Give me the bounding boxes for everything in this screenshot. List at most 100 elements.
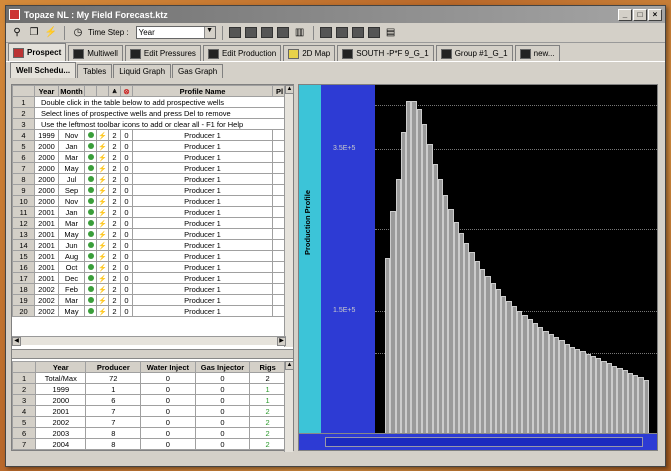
tab-prospect[interactable]: Prospect: [8, 43, 67, 61]
cell-status[interactable]: [84, 173, 97, 185]
table-row[interactable]: 7 2004 8 0 0 2: [12, 438, 286, 450]
cell-producer[interactable]: 8: [85, 438, 142, 450]
tab-gas-graph[interactable]: Gas Graph: [172, 64, 224, 78]
table-row[interactable]: 1 Total/Max 72 0 0 2: [12, 372, 286, 384]
tab-well-schedule[interactable]: Well Schedu...: [10, 62, 77, 78]
chart-hscroll[interactable]: [325, 437, 643, 447]
cell-status[interactable]: [84, 129, 97, 141]
cell-profile-name[interactable]: Producer 1: [132, 283, 273, 295]
cell-rigs[interactable]: 2: [249, 372, 286, 384]
link-icon[interactable]: ⚲: [13, 27, 21, 38]
cell-type[interactable]: ⚡: [96, 305, 109, 317]
col-producer[interactable]: Producer: [85, 361, 142, 373]
cell-month[interactable]: Sep: [58, 184, 85, 196]
cell-rigs[interactable]: 1: [249, 394, 286, 406]
cell-status[interactable]: [84, 184, 97, 196]
cell-rig[interactable]: 2: [108, 162, 121, 174]
chart-icon[interactable]: ▥: [294, 27, 305, 38]
cell-month[interactable]: Feb: [58, 283, 85, 295]
cell-year[interactable]: 2003: [35, 427, 87, 439]
cell-status[interactable]: [84, 206, 97, 218]
cell-type[interactable]: ⚡: [96, 294, 109, 306]
cell-year[interactable]: 2001: [35, 405, 87, 417]
cell-rigs[interactable]: 2: [249, 427, 286, 439]
col-gas-injector[interactable]: Gas Injector: [194, 361, 251, 373]
time-step-select[interactable]: Year ▼: [135, 26, 216, 39]
cell-status[interactable]: [84, 294, 97, 306]
cell-profile-name[interactable]: Producer 1: [132, 261, 273, 273]
wand-icon[interactable]: ⚡: [44, 27, 58, 38]
grid-button-5[interactable]: [319, 27, 332, 38]
cell-status[interactable]: [84, 272, 97, 284]
cell-profile-name[interactable]: Producer 1: [132, 305, 273, 317]
table-row[interactable]: 11 2001 Jan ⚡ 2 0 Producer 1: [12, 206, 286, 218]
cell-year[interactable]: 2004: [35, 438, 87, 450]
cell-stop[interactable]: 0: [120, 195, 133, 207]
grid-button-3[interactable]: [260, 27, 273, 38]
cell-producer[interactable]: 7: [85, 405, 142, 417]
cell-stop[interactable]: 0: [120, 250, 133, 262]
cell-year[interactable]: 2001: [34, 206, 59, 218]
cell-status[interactable]: [84, 305, 97, 317]
cell-month[interactable]: Jun: [58, 239, 85, 251]
cell-month[interactable]: Jan: [58, 206, 85, 218]
cell-rig[interactable]: 2: [108, 195, 121, 207]
cell-month[interactable]: Nov: [58, 129, 85, 141]
cell-year[interactable]: 2002: [34, 294, 59, 306]
cell-type[interactable]: ⚡: [96, 173, 109, 185]
col-stop[interactable]: ⊗: [120, 85, 133, 97]
cell-type[interactable]: ⚡: [96, 228, 109, 240]
cell-profile-name[interactable]: Producer 1: [132, 272, 273, 284]
cell-status[interactable]: [84, 195, 97, 207]
cell-producer[interactable]: 7: [85, 416, 142, 428]
table-row[interactable]: 18 2002 Feb ⚡ 2 0 Producer 1: [12, 283, 286, 295]
cell-water-inject[interactable]: 0: [140, 383, 196, 395]
cell-month[interactable]: Mar: [58, 217, 85, 229]
message-row[interactable]: 3 Use the leftmost toolbar icons to add o…: [12, 118, 286, 130]
cell-profile-name[interactable]: Producer 1: [132, 173, 273, 185]
table-row[interactable]: 4 2001 7 0 0 2: [12, 405, 286, 417]
table-row[interactable]: 6 2000 Mar ⚡ 2 0 Producer 1: [12, 151, 286, 163]
tab-tables[interactable]: Tables: [77, 64, 113, 78]
tab-edit-production[interactable]: Edit Production: [202, 45, 282, 61]
cell-status[interactable]: [84, 239, 97, 251]
table-row[interactable]: 19 2002 Mar ⚡ 2 0 Producer 1: [12, 294, 286, 306]
cell-type[interactable]: ⚡: [96, 151, 109, 163]
tab-south[interactable]: SOUTH -P*F 9_G_1: [337, 45, 434, 61]
cell-gas-injector[interactable]: 0: [194, 427, 251, 439]
cell-year[interactable]: 2002: [34, 305, 59, 317]
cell-gas-injector[interactable]: 0: [194, 394, 251, 406]
schedule-vscroll[interactable]: ▲: [284, 85, 294, 347]
cell-type[interactable]: ⚡: [96, 140, 109, 152]
cell-profile-name[interactable]: Producer 1: [132, 250, 273, 262]
cell-type[interactable]: ⚡: [96, 239, 109, 251]
cell-gas-injector[interactable]: 0: [194, 416, 251, 428]
grid-button-4[interactable]: [276, 27, 289, 38]
cell-type[interactable]: ⚡: [96, 184, 109, 196]
cell-gas-injector[interactable]: 0: [194, 438, 251, 450]
grid-button-1[interactable]: [228, 27, 241, 38]
table-row[interactable]: 5 2000 Jan ⚡ 2 0 Producer 1: [12, 140, 286, 152]
col-rig[interactable]: ⩓: [108, 85, 121, 97]
table-row[interactable]: 14 2001 Jun ⚡ 2 0 Producer 1: [12, 239, 286, 251]
table-row[interactable]: 13 2001 May ⚡ 2 0 Producer 1: [12, 228, 286, 240]
cell-profile-name[interactable]: Producer 1: [132, 129, 273, 141]
table-row[interactable]: 4 1999 Nov ⚡ 2 0 Producer 1: [12, 129, 286, 141]
grid-button-8[interactable]: [367, 27, 380, 38]
cell-stop[interactable]: 0: [120, 294, 133, 306]
cell-stop[interactable]: 0: [120, 283, 133, 295]
cell-stop[interactable]: 0: [120, 228, 133, 240]
cell-year[interactable]: 2001: [34, 261, 59, 273]
cell-gas-injector[interactable]: 0: [194, 405, 251, 417]
cell-rig[interactable]: 2: [108, 283, 121, 295]
window-icon[interactable]: ▤: [385, 27, 396, 38]
cell-year[interactable]: 1999: [35, 383, 87, 395]
cell-stop[interactable]: 0: [120, 206, 133, 218]
table-row[interactable]: 9 2000 Sep ⚡ 2 0 Producer 1: [12, 184, 286, 196]
col-year[interactable]: Year: [35, 361, 87, 373]
cell-rig[interactable]: 2: [108, 294, 121, 306]
cell-status[interactable]: [84, 151, 97, 163]
cell-year[interactable]: 2001: [34, 239, 59, 251]
cell-month[interactable]: Dec: [58, 272, 85, 284]
cell-gas-injector[interactable]: 0: [194, 383, 251, 395]
